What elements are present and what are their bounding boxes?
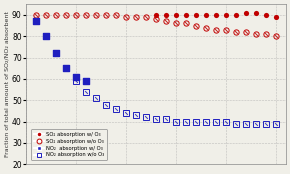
Point xyxy=(233,13,238,16)
Y-axis label: Fraction of total amount of SO₂/NO₂ absorbent: Fraction of total amount of SO₂/NO₂ abso… xyxy=(4,11,9,157)
Point xyxy=(204,13,208,16)
Point xyxy=(264,13,268,16)
Point xyxy=(164,13,168,16)
Point xyxy=(153,13,158,16)
Point xyxy=(54,52,58,55)
Point xyxy=(173,13,178,16)
Point xyxy=(84,80,88,82)
Point xyxy=(253,11,258,14)
Point xyxy=(74,75,78,78)
Point xyxy=(44,35,48,38)
Point xyxy=(193,13,198,16)
Point xyxy=(273,16,278,18)
Point xyxy=(224,13,228,16)
Point xyxy=(34,20,38,23)
Legend: SO₂ absorption w/ O₃, SO₂ absorption w/o O₃, NO₂  absorption w/ O₃, NO₂ absorpti: SO₂ absorption w/ O₃, SO₂ absorption w/o… xyxy=(31,129,107,160)
Point xyxy=(184,13,188,16)
Point xyxy=(244,11,248,14)
Point xyxy=(213,13,218,16)
Point xyxy=(64,67,68,70)
